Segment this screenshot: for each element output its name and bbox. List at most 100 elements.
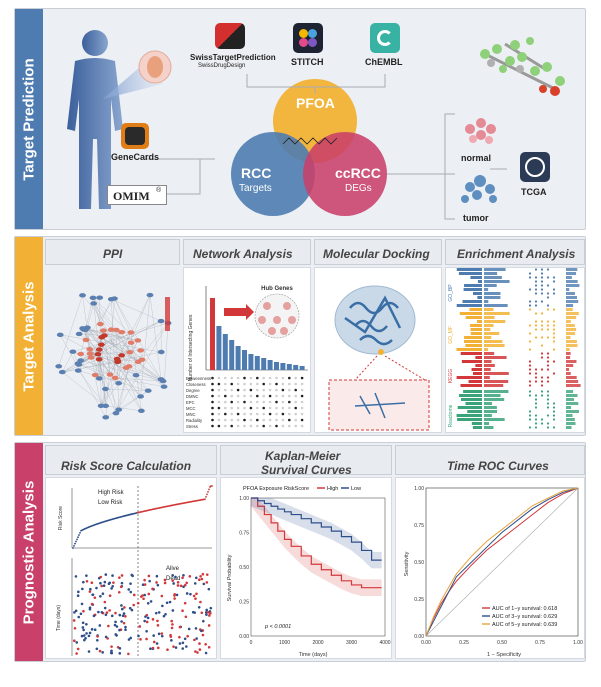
enrich-bar-right	[484, 308, 494, 311]
survival-status-point	[111, 584, 114, 588]
survival-status-point	[197, 605, 201, 609]
survival-status-point	[181, 641, 185, 645]
stitch-label: STITCH	[291, 57, 324, 67]
enrich-dot	[552, 348, 556, 351]
survival-status-point	[156, 624, 160, 627]
ppi-node	[94, 351, 102, 357]
survival-status-point	[178, 635, 181, 639]
enrich-dot	[552, 402, 556, 405]
upset-dot	[256, 418, 259, 422]
enrich-dot	[540, 276, 544, 279]
upset-bar	[274, 362, 279, 370]
survival-status-point	[174, 646, 178, 649]
enrich-dot	[546, 380, 550, 383]
upset-metric-label: Radiality	[186, 418, 203, 423]
enrich-bar-right	[484, 316, 495, 319]
enrich-bar-left	[472, 372, 482, 375]
enrich-bar-left	[477, 320, 482, 323]
upset-dot	[268, 382, 272, 386]
upset-dot	[262, 400, 265, 404]
enrich-bar-right	[484, 324, 494, 327]
risk-score-point	[76, 538, 78, 541]
upset-dot	[236, 424, 240, 428]
survival-status-point	[118, 613, 122, 617]
enrich-dot	[528, 418, 532, 421]
survival-status-point	[120, 574, 124, 577]
upset-dot	[236, 394, 240, 398]
enrich-bar-right	[484, 348, 489, 351]
upset-dot	[211, 382, 214, 386]
upset-dot	[288, 394, 291, 398]
enrich-dot	[534, 402, 538, 405]
enrich-dot	[552, 340, 556, 343]
survival-status-point	[145, 620, 149, 624]
genecards-label: GeneCards	[111, 152, 160, 162]
enrich-dot	[534, 398, 538, 401]
roc-y-tick: 0.25	[414, 597, 424, 603]
survival-status-point	[81, 580, 85, 584]
enrich-bar-right	[484, 406, 497, 409]
enrich-dot	[552, 276, 556, 279]
survival-status-point	[118, 652, 122, 655]
enrich-bar-left	[460, 352, 482, 355]
venn-rcc-circle	[231, 132, 315, 216]
human-body-icon	[67, 30, 123, 209]
venn-ccrcc-label: ccRCC	[335, 165, 381, 181]
survival-status-point	[171, 579, 175, 582]
survival-status-point	[80, 634, 84, 638]
survival-status-point	[92, 614, 96, 618]
upset-dot	[217, 382, 221, 386]
survival-status-point	[72, 639, 76, 643]
upset-dot	[268, 388, 272, 392]
ppi-node	[144, 388, 152, 393]
upset-dot	[288, 406, 291, 410]
ppi-node	[102, 403, 110, 409]
enrich-dot	[528, 360, 532, 363]
upset-dot	[224, 376, 227, 380]
survival-status-point	[181, 609, 184, 613]
survival-status-point	[122, 612, 126, 615]
ppi-node	[55, 364, 63, 369]
upset-dot	[288, 400, 291, 404]
enrich-bar-right	[484, 280, 510, 283]
survival-status-point	[140, 595, 143, 598]
enrich-dot	[546, 308, 550, 311]
enrich-dot	[528, 414, 532, 417]
upset-dot	[294, 388, 297, 392]
ppi-node	[86, 347, 94, 352]
enrich-bar-right	[484, 304, 508, 307]
survival-status-point	[114, 620, 117, 624]
survival-status-point	[160, 634, 164, 638]
survival-status-point	[176, 584, 180, 587]
enrich-dot	[540, 352, 544, 355]
enrich-dot	[546, 268, 550, 271]
survival-status-point	[161, 604, 164, 608]
upset-bar	[261, 358, 267, 370]
hub-genes-label: Hub Genes	[261, 286, 293, 292]
upset-dot	[211, 400, 214, 404]
alive-label: Alive	[166, 566, 180, 572]
enrich-bar-right	[484, 284, 497, 287]
km-lines	[251, 497, 382, 596]
survival-status-point	[149, 647, 152, 650]
enrich-bar-far	[566, 398, 575, 401]
upset-dot	[300, 394, 304, 398]
ppi-node	[82, 337, 90, 343]
survival-status-point	[114, 633, 118, 636]
survival-status-point	[172, 645, 175, 648]
survival-status-point	[80, 602, 84, 606]
enrich-dot	[540, 280, 544, 283]
risk-score-point	[78, 534, 80, 536]
upset-dot	[294, 424, 297, 428]
survival-status-point	[194, 627, 198, 630]
upset-dot	[288, 376, 291, 380]
survival-status-point	[110, 614, 114, 618]
km-title-line1: Kaplan-Meier	[265, 449, 341, 463]
upset-dot	[230, 400, 233, 404]
upset-dot	[275, 400, 278, 404]
ppi-node	[87, 355, 95, 360]
survival-status-point	[195, 637, 198, 640]
enrich-bar-far	[566, 344, 578, 347]
enrich-dot	[534, 426, 538, 429]
upset-dot	[230, 394, 233, 398]
